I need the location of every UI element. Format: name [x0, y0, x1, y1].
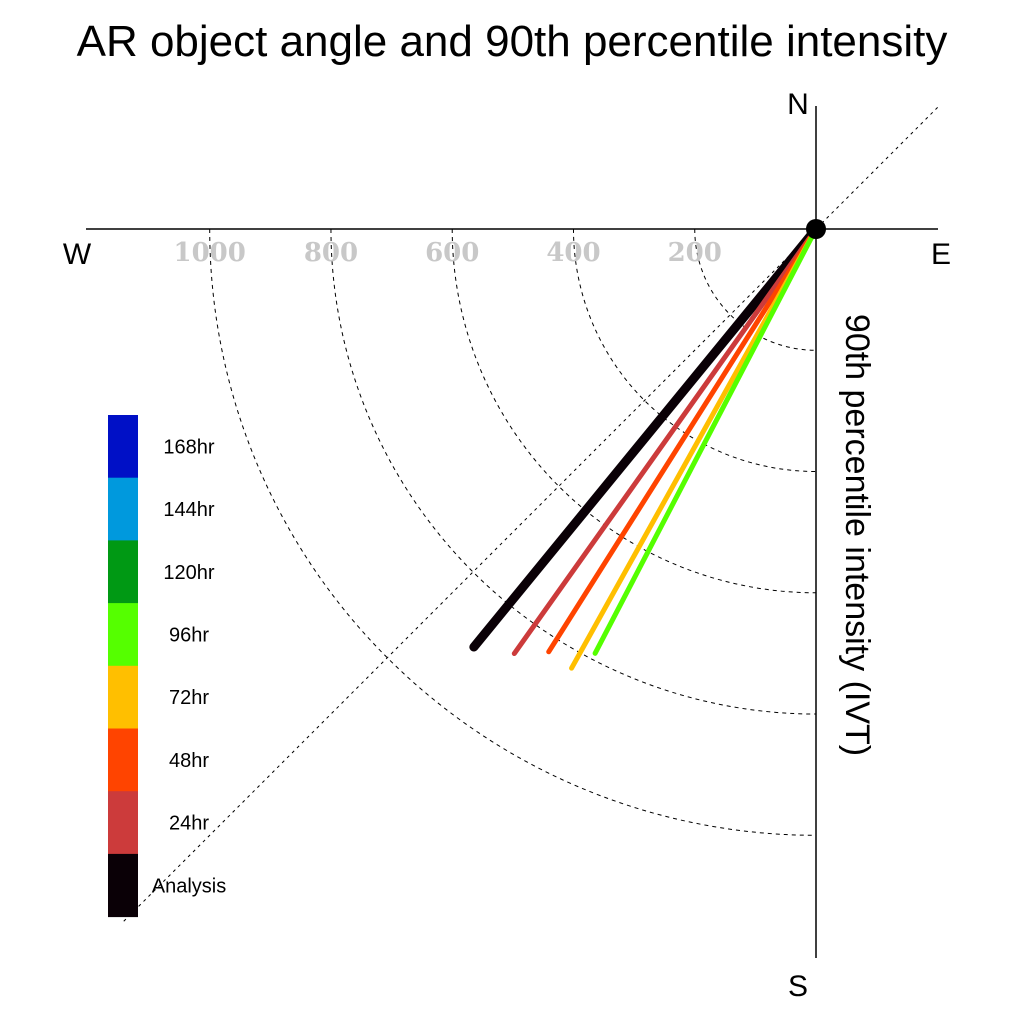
legend-label: 96hr: [169, 624, 209, 646]
forecast-vectors: [469, 224, 821, 671]
vector-analysis: [469, 224, 821, 652]
legend-swatch: [108, 665, 138, 729]
compass-east-label: E: [931, 238, 951, 271]
compass-west-label: W: [63, 238, 92, 271]
vector-48hr: [546, 226, 819, 655]
range-ring: [694, 228, 817, 351]
compass-north-label: N: [787, 88, 809, 121]
compass-south-label: S: [788, 970, 808, 1003]
range-ring: [330, 228, 817, 715]
ring-tick-label: 800: [304, 238, 358, 268]
legend-label: 168hr: [163, 436, 214, 458]
range-rings: [209, 228, 817, 836]
legend-label: Analysis: [152, 875, 226, 897]
legend-swatch: [108, 791, 138, 855]
range-ring: [209, 228, 817, 836]
legend-swatch: [108, 603, 138, 667]
legend-label: 24hr: [169, 813, 209, 835]
vector-96hr: [592, 226, 819, 656]
chart-title: AR object angle and 90th percentile inte…: [77, 17, 948, 66]
legend-swatch: [108, 477, 138, 541]
legend-swatch: [108, 728, 138, 792]
ring-tick-label: 400: [546, 238, 600, 268]
legend-swatch: [108, 853, 138, 918]
ring-tick-labels: 1000 800 600 400 200: [174, 238, 722, 268]
legend-swatch: [108, 540, 138, 604]
origin-marker: [806, 219, 826, 239]
ring-tick-label: 200: [668, 238, 722, 268]
legend-label: 144hr: [163, 499, 214, 521]
y-axis-label: 90th percentile intensity (IVT): [838, 314, 876, 756]
vector-24hr: [511, 226, 819, 657]
legend-swatch: [108, 415, 138, 479]
legend-label: 120hr: [163, 562, 214, 584]
legend-label: 72hr: [169, 687, 209, 709]
ring-tick-label: 600: [425, 238, 479, 268]
ring-tick-label: 1000: [174, 238, 246, 268]
legend-label: 48hr: [169, 750, 209, 772]
legend: 168hr 144hr 120hr 96hr 72hr 48hr 24hr Analysis: [108, 415, 226, 918]
